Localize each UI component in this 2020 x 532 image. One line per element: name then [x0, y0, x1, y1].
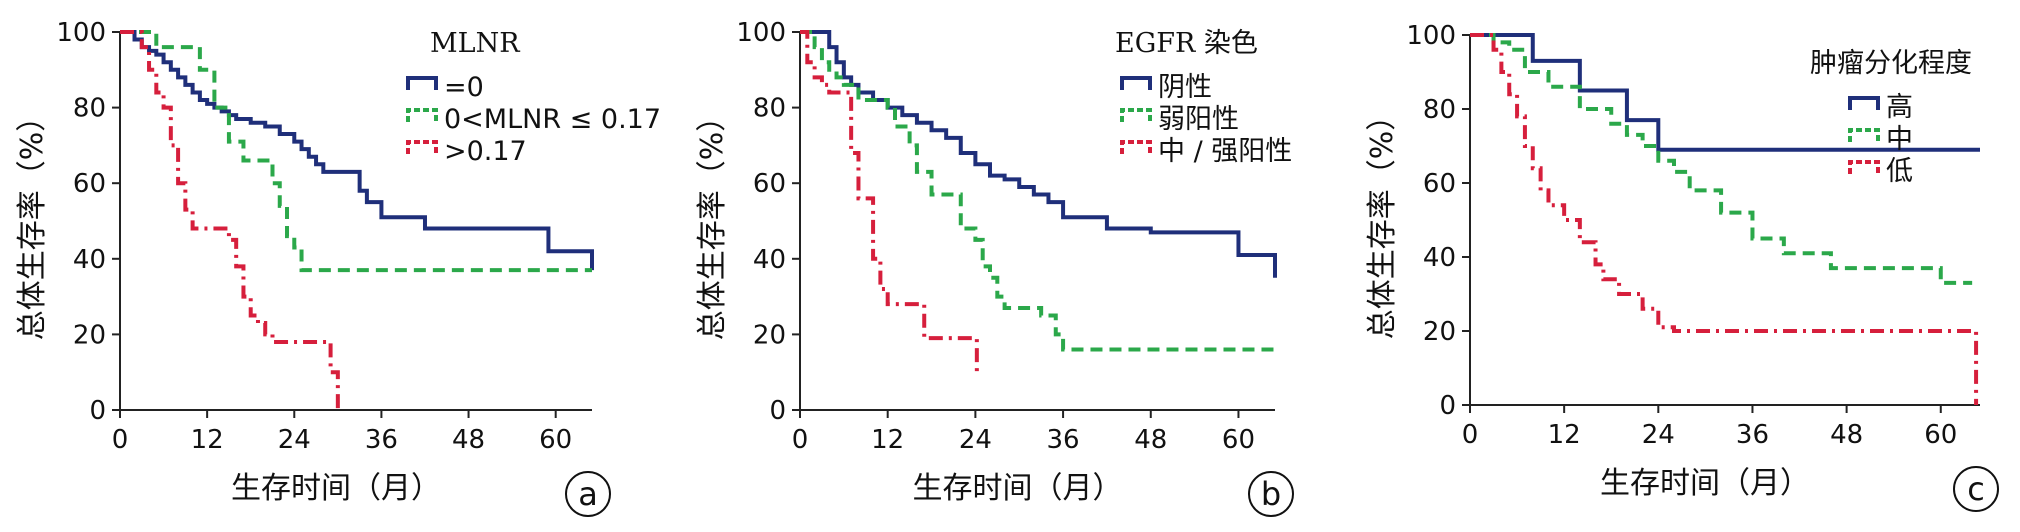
x-tick-label: 60: [539, 425, 572, 455]
y-tick-label: 20: [753, 320, 786, 350]
x-tick-label: 0: [112, 425, 129, 455]
x-tick-label: 12: [1548, 420, 1581, 450]
series-line-1: [1470, 33, 1980, 152]
legend-swatch: [1848, 128, 1880, 142]
legend-label: 弱阳性: [1158, 104, 1239, 135]
y-tick-label: 60: [753, 169, 786, 199]
series-line-2: [1470, 33, 1973, 285]
panel-letter-circle: [1248, 471, 1294, 517]
x-axis-title: 生存时间（月）: [913, 471, 1123, 506]
x-tick-label: 24: [1642, 420, 1675, 450]
y-axis-title: 总体生存率（%）: [15, 102, 50, 341]
y-axis-title: 总体生存率（%）: [695, 102, 730, 341]
y-tick-label: 40: [753, 245, 786, 275]
x-tick-label: 48: [1830, 420, 1863, 450]
y-tick-label: 0: [769, 396, 786, 426]
legend-swatch: [406, 140, 438, 154]
y-tick-label: 60: [73, 169, 106, 199]
y-tick-label: 80: [753, 94, 786, 124]
x-tick-label: 12: [191, 425, 224, 455]
x-tick-label: 12: [871, 425, 904, 455]
legend-swatch: [1120, 108, 1152, 122]
legend-label: 中 / 强阳性: [1158, 136, 1292, 167]
panel-letter-circle: [1953, 466, 1999, 512]
x-tick-label: 24: [959, 425, 992, 455]
panel-letter: a: [578, 475, 598, 513]
legend-swatch: [1848, 160, 1880, 174]
x-tick-label: 36: [365, 425, 398, 455]
y-tick-label: 100: [736, 18, 786, 48]
y-tick-label: 0: [1439, 391, 1456, 421]
y-tick-label: 100: [1406, 21, 1456, 51]
legend-label: 低: [1886, 156, 1913, 187]
x-tick-label: 24: [278, 425, 311, 455]
legend-label: 阴性: [1158, 72, 1212, 103]
legend-label: 高: [1886, 92, 1913, 123]
panel-letter: b: [1261, 475, 1281, 513]
y-axis-title: 总体生存率（%）: [1365, 101, 1400, 340]
legend-swatch: [406, 76, 438, 90]
series-line-3: [1470, 33, 1979, 405]
series-line-2: [120, 30, 592, 273]
y-tick-label: 60: [1423, 169, 1456, 199]
x-tick-label: 60: [1924, 420, 1957, 450]
km-panel-a: 0 20 40 60 80 100 0 12 24 36 48 60 生存时间（月） 总体生存率（%） ML…: [15, 18, 661, 517]
legend-title: 肿瘤分化程度: [1810, 48, 1972, 79]
x-tick-label: 36: [1047, 425, 1080, 455]
legend-label: 中: [1886, 124, 1913, 155]
y-tick-label: 20: [73, 320, 106, 350]
x-axis-title: 生存时间（月）: [1600, 466, 1810, 501]
x-axis-title: 生存时间（月）: [231, 471, 441, 506]
legend-label: =0: [444, 72, 484, 103]
y-tick-label: 0: [89, 396, 106, 426]
y-tick-label: 40: [1423, 243, 1456, 273]
y-tick-label: 20: [1423, 317, 1456, 347]
x-tick-label: 48: [1134, 425, 1167, 455]
legend-title: EGFR 染色: [1115, 28, 1258, 59]
legend-swatch: [1848, 96, 1880, 110]
legend-label: >0.17: [444, 136, 527, 167]
y-tick-label: 40: [73, 245, 106, 275]
series-line-1: [120, 30, 594, 271]
legend-swatch: [1120, 140, 1152, 154]
legend-swatch: [1120, 76, 1152, 90]
panel-letter: c: [1967, 470, 1985, 508]
legend-swatch: [406, 108, 438, 122]
legend-label: 0<MLNR ≤ 0.17: [444, 104, 661, 135]
y-tick-label: 80: [73, 94, 106, 124]
y-tick-label: 80: [1423, 95, 1456, 125]
series-line-3: [120, 30, 340, 410]
series-line-3: [800, 30, 979, 376]
x-tick-label: 36: [1736, 420, 1769, 450]
km-panel-b: 0 20 40 60 80 100 0 12 24 36 48 60 生存时间（月） 总体生存率（%） EG…: [695, 18, 1294, 517]
x-tick-label: 60: [1222, 425, 1255, 455]
y-tick-label: 100: [56, 18, 106, 48]
km-panel-c: 0 20 40 60 80 100 0 12 24 36 48 60 生存时间（月） 总体生存率（%） 肿瘤…: [1365, 21, 1999, 512]
x-tick-label: 0: [1462, 420, 1479, 450]
x-tick-label: 48: [452, 425, 485, 455]
panel-letter-circle: [565, 471, 611, 517]
x-tick-label: 0: [792, 425, 809, 455]
legend-title: MLNR: [430, 28, 520, 59]
series-line-1: [800, 30, 1277, 278]
